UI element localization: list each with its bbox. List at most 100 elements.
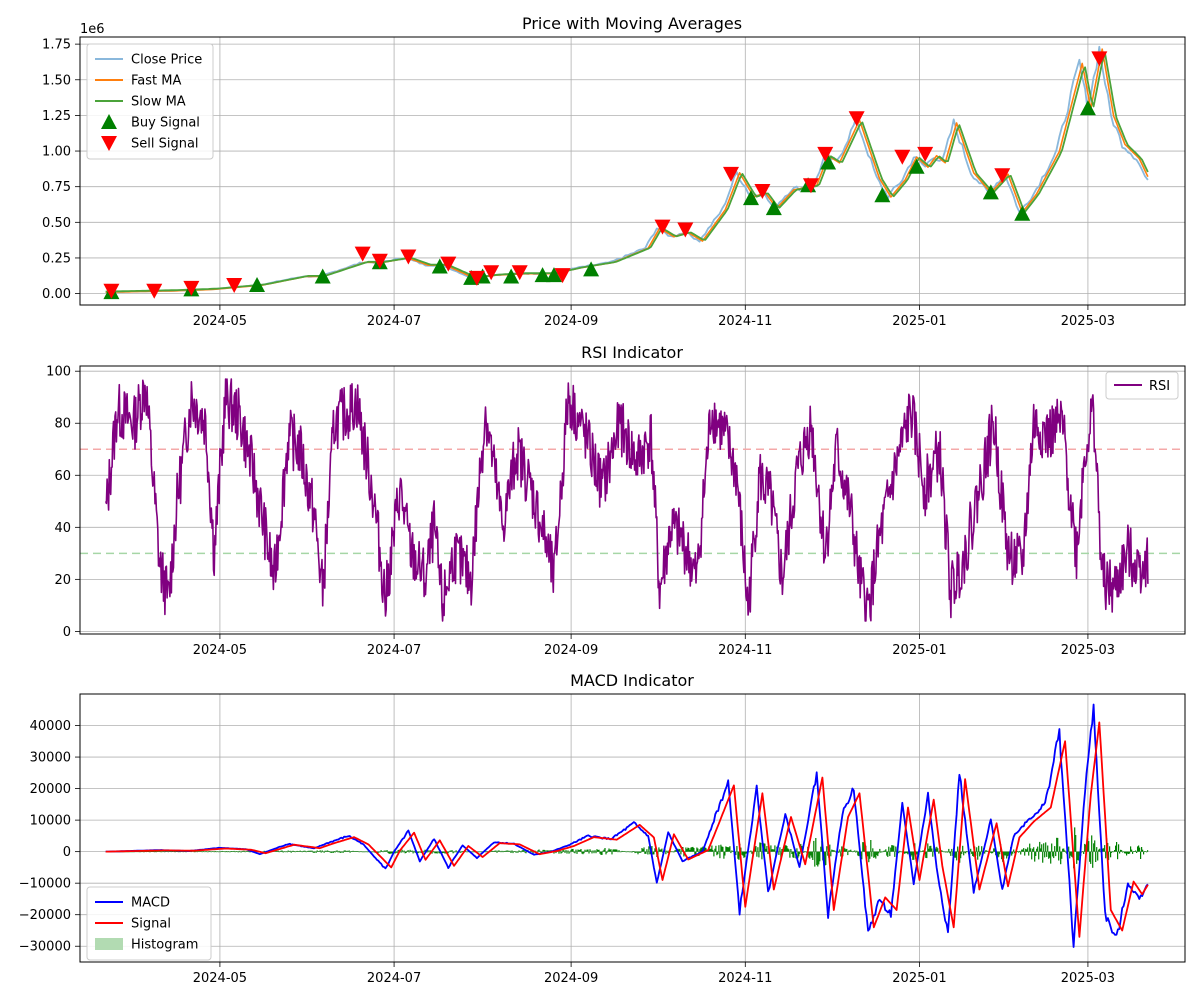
histogram-bar bbox=[834, 850, 836, 852]
histogram-bar bbox=[905, 851, 907, 853]
histogram-bar bbox=[726, 847, 728, 852]
histogram-bar bbox=[584, 849, 586, 852]
histogram-bar bbox=[1128, 851, 1130, 854]
histogram-bar bbox=[801, 845, 803, 852]
rsi-chart: RSI Indicator 2024-05 2024-07 2024-09 2024-… bbox=[46, 343, 1186, 658]
histogram-bar bbox=[1017, 851, 1019, 852]
y-tick-label: 0.00 bbox=[42, 287, 71, 302]
macd-grid bbox=[80, 694, 1185, 962]
histogram-bar bbox=[833, 850, 835, 852]
histogram-bar bbox=[829, 844, 831, 852]
histogram-bar bbox=[679, 848, 681, 852]
histogram-bar bbox=[661, 848, 663, 852]
sell-signal-marker bbox=[894, 149, 911, 165]
histogram-bar bbox=[387, 851, 389, 853]
histogram-bar bbox=[429, 850, 431, 852]
histogram-bar bbox=[424, 849, 426, 852]
legend-label: RSI bbox=[1149, 379, 1170, 394]
sell-signal-marker bbox=[654, 219, 671, 235]
legend-label: Sell Signal bbox=[131, 137, 199, 152]
histogram-bar bbox=[690, 847, 692, 852]
histogram-bar bbox=[641, 848, 643, 852]
histogram-bar bbox=[825, 851, 827, 865]
rsi-plot-frame bbox=[79, 365, 1186, 635]
histogram-bar bbox=[332, 851, 334, 853]
histogram-bar bbox=[875, 851, 877, 859]
histogram-bar bbox=[178, 851, 180, 853]
histogram-bar bbox=[840, 851, 842, 857]
histogram-bar bbox=[1124, 851, 1126, 854]
histogram-bar bbox=[1088, 841, 1090, 852]
histogram-bar bbox=[501, 850, 503, 852]
histogram-bar bbox=[713, 851, 715, 857]
histogram-bar bbox=[862, 842, 864, 852]
histogram-bar bbox=[849, 850, 851, 852]
histogram-bar bbox=[1121, 850, 1123, 852]
histogram-bar bbox=[810, 851, 812, 856]
histogram-bar bbox=[695, 851, 697, 856]
y-tick-label: 40000 bbox=[30, 719, 71, 734]
y-tick-label: 60 bbox=[54, 469, 71, 484]
histogram-bar bbox=[407, 850, 409, 852]
histogram-bar bbox=[970, 848, 972, 852]
histogram-bar bbox=[566, 851, 568, 854]
histogram-bar bbox=[760, 842, 762, 852]
histogram-bar bbox=[590, 850, 592, 852]
histogram-bar bbox=[142, 851, 144, 853]
histogram-bar bbox=[820, 846, 822, 852]
histogram-bar bbox=[603, 849, 605, 852]
y-tick-label: 100 bbox=[46, 365, 71, 380]
histogram-bar bbox=[1125, 851, 1127, 854]
histogram-bar bbox=[443, 851, 445, 853]
histogram-bar bbox=[497, 850, 499, 852]
histogram-bar bbox=[1076, 851, 1078, 864]
sell-signal-marker bbox=[817, 146, 834, 162]
histogram-bar bbox=[281, 850, 283, 852]
legend-label: Close Price bbox=[131, 53, 202, 68]
histogram-bar bbox=[1007, 851, 1009, 857]
x-tick-label: 2024-11 bbox=[718, 643, 772, 658]
buy-signal-marker bbox=[874, 187, 891, 203]
y-tick-label: 20000 bbox=[30, 782, 71, 797]
histogram-bar bbox=[1062, 848, 1064, 852]
histogram-bar bbox=[1132, 851, 1134, 854]
histogram-bar bbox=[432, 851, 434, 852]
histogram-bar bbox=[1110, 851, 1112, 858]
histogram-bar bbox=[285, 851, 287, 852]
histogram-bar bbox=[873, 851, 875, 858]
histogram-bar bbox=[772, 849, 774, 852]
histogram-bar bbox=[943, 851, 945, 853]
histogram-bar bbox=[324, 850, 326, 852]
histogram-bar bbox=[846, 848, 848, 852]
histogram-bar bbox=[336, 850, 338, 852]
y-tick-label: −20000 bbox=[19, 908, 71, 923]
histogram-bar bbox=[383, 850, 385, 852]
x-tick-label: 2024-05 bbox=[193, 314, 247, 329]
histogram-bar bbox=[572, 848, 574, 852]
histogram-bar bbox=[1030, 848, 1032, 852]
histogram-bar bbox=[312, 851, 314, 853]
histogram-bar bbox=[856, 850, 858, 852]
histogram-bar bbox=[765, 848, 767, 852]
histogram-bar bbox=[1038, 851, 1040, 860]
histogram-bar bbox=[814, 851, 816, 867]
histogram-bar bbox=[789, 851, 791, 858]
histogram-bar bbox=[720, 844, 722, 852]
histogram-bar bbox=[249, 851, 251, 853]
histogram-bar bbox=[793, 851, 795, 858]
histogram-bar bbox=[139, 851, 141, 853]
price-series bbox=[103, 45, 1149, 300]
histogram-bar bbox=[506, 850, 508, 852]
histogram-bar bbox=[960, 851, 962, 859]
histogram-bar bbox=[819, 851, 821, 862]
histogram-bar bbox=[827, 851, 829, 856]
histogram-bar bbox=[450, 850, 452, 852]
histogram-bar bbox=[380, 850, 382, 852]
histogram-bar bbox=[716, 851, 718, 856]
histogram-bar bbox=[156, 851, 158, 852]
histogram-bar bbox=[345, 851, 347, 852]
histogram-bar bbox=[190, 851, 192, 853]
histogram-bar bbox=[588, 851, 590, 854]
histogram-bar bbox=[1065, 851, 1067, 853]
histogram-bar bbox=[1005, 851, 1007, 856]
